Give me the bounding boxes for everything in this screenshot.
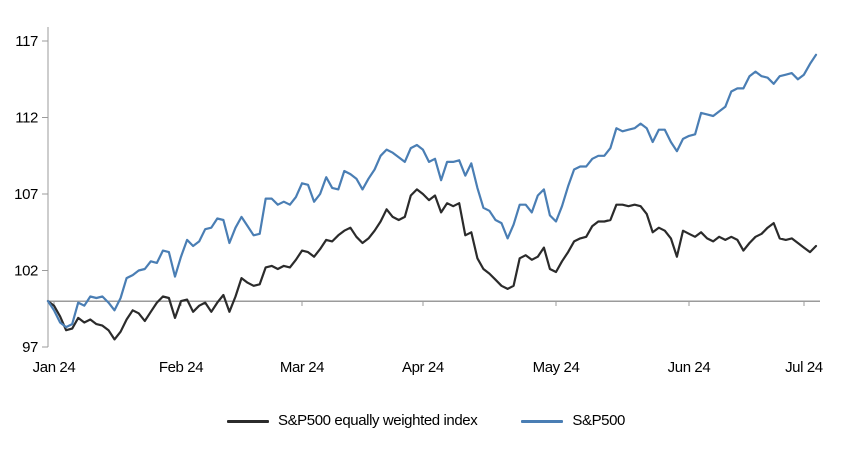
legend-label-sp500: S&P500 <box>572 412 626 429</box>
legend-line-swatch-sp500 <box>521 419 564 423</box>
y-axis-tick-label: 117 <box>15 33 38 50</box>
y-axis-tick-label: 102 <box>14 263 38 280</box>
x-axis-tick-label: May 24 <box>533 359 580 376</box>
legend-label-equal-weighted: S&P500 equally weighted index <box>277 412 478 429</box>
y-axis-tick-label: 97 <box>22 339 38 356</box>
series-line-equal-weighted <box>46 188 818 341</box>
x-axis-tick-label: Apr 24 <box>402 359 444 376</box>
legend-item-sp500: S&P500 <box>521 413 625 429</box>
x-axis-tick-label: Jan 24 <box>33 359 76 376</box>
chart-svg: 97 102 107 112 117 Jan 24 Feb 24 Mar 24 Apr 24 Ma… <box>14 27 823 376</box>
x-axis-tick-label: Mar 24 <box>280 359 324 376</box>
x-axis-tick-label: Jun 24 <box>668 359 711 376</box>
x-axis-tick-label: Jul 24 <box>785 359 823 376</box>
y-axis-tick-label: 112 <box>15 110 38 127</box>
legend-line-swatch-equal-weighted <box>226 419 269 423</box>
legend-item-equal-weighted: S&P500 equally weighted index <box>226 412 478 429</box>
series-line-sp500 <box>46 53 818 329</box>
x-axis-tick-label: Feb 24 <box>159 359 203 376</box>
y-axis-tick-label: 107 <box>14 186 38 203</box>
chart-legend: S&P500 equally weighted index S&P500 <box>0 413 852 429</box>
